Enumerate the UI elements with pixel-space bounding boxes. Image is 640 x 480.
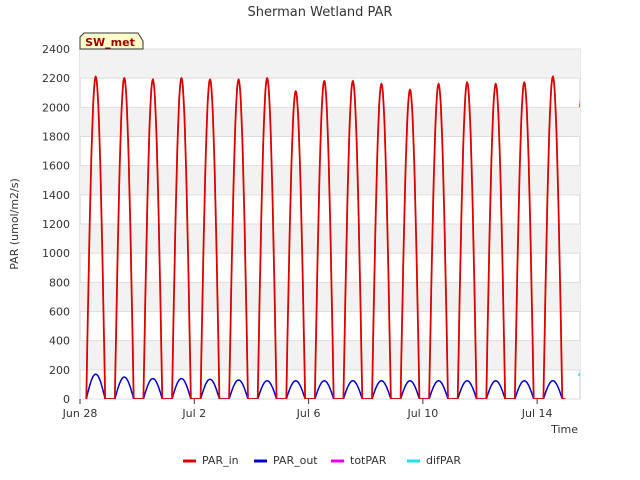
legend: PAR_in PAR_out totPAR difPAR [183, 454, 461, 467]
x-tick-label: Jul 6 [296, 407, 321, 420]
y-tick-label: 1200 [42, 218, 70, 231]
x-axis-label: Time [550, 423, 578, 436]
x-axis-ticks: Jun 28 Jul 2 Jul 6 Jul 10 Jul 14 [62, 399, 553, 420]
y-tick-label: 600 [49, 306, 70, 319]
grid-bands [80, 49, 580, 370]
legend-label-difPAR: difPAR [426, 454, 461, 467]
y-tick-label: 1000 [42, 247, 70, 260]
grid-band [80, 340, 580, 370]
y-axis-label: PAR (umol/m2/s) [8, 178, 21, 270]
y-tick-label: 0 [63, 393, 70, 406]
legend-label-totPAR: totPAR [350, 454, 387, 467]
y-tick-label: 1400 [42, 189, 70, 202]
series-group [85, 74, 580, 399]
site-badge-label: SW_met [85, 36, 135, 49]
grid-band [80, 107, 580, 137]
x-tick-label: Jun 28 [62, 407, 98, 420]
y-tick-label: 400 [49, 335, 70, 348]
legend-label-PAR_out: PAR_out [273, 454, 318, 467]
y-tick-label: 2400 [42, 43, 70, 56]
y-tick-label: 200 [49, 364, 70, 377]
series-line-PAR_in [85, 74, 566, 399]
y-tick-label: 2200 [42, 72, 70, 85]
y-tick-label: 2000 [42, 101, 70, 114]
chart-title: Sherman Wetland PAR [248, 5, 393, 20]
y-tick-label: 1800 [42, 131, 70, 144]
grid-band [80, 49, 580, 79]
site-badge-shape [79, 32, 144, 50]
grid-lines [80, 48, 580, 400]
legend-label-PAR_in: PAR_in [202, 454, 239, 467]
y-tick-label: 1600 [42, 160, 70, 173]
x-tick-label: Jul 2 [181, 407, 206, 420]
site-badge: SW_met [79, 32, 144, 50]
y-tick-label: 800 [49, 276, 70, 289]
x-tick-label: Jul 10 [406, 407, 438, 420]
series-line-PAR_out [85, 373, 566, 399]
grid-band [80, 282, 580, 312]
y-axis-ticks: 0 200 400 600 800 1000 1200 1400 1600 1800 2000 220… [42, 43, 70, 406]
x-tick-label: Jul 14 [521, 407, 553, 420]
